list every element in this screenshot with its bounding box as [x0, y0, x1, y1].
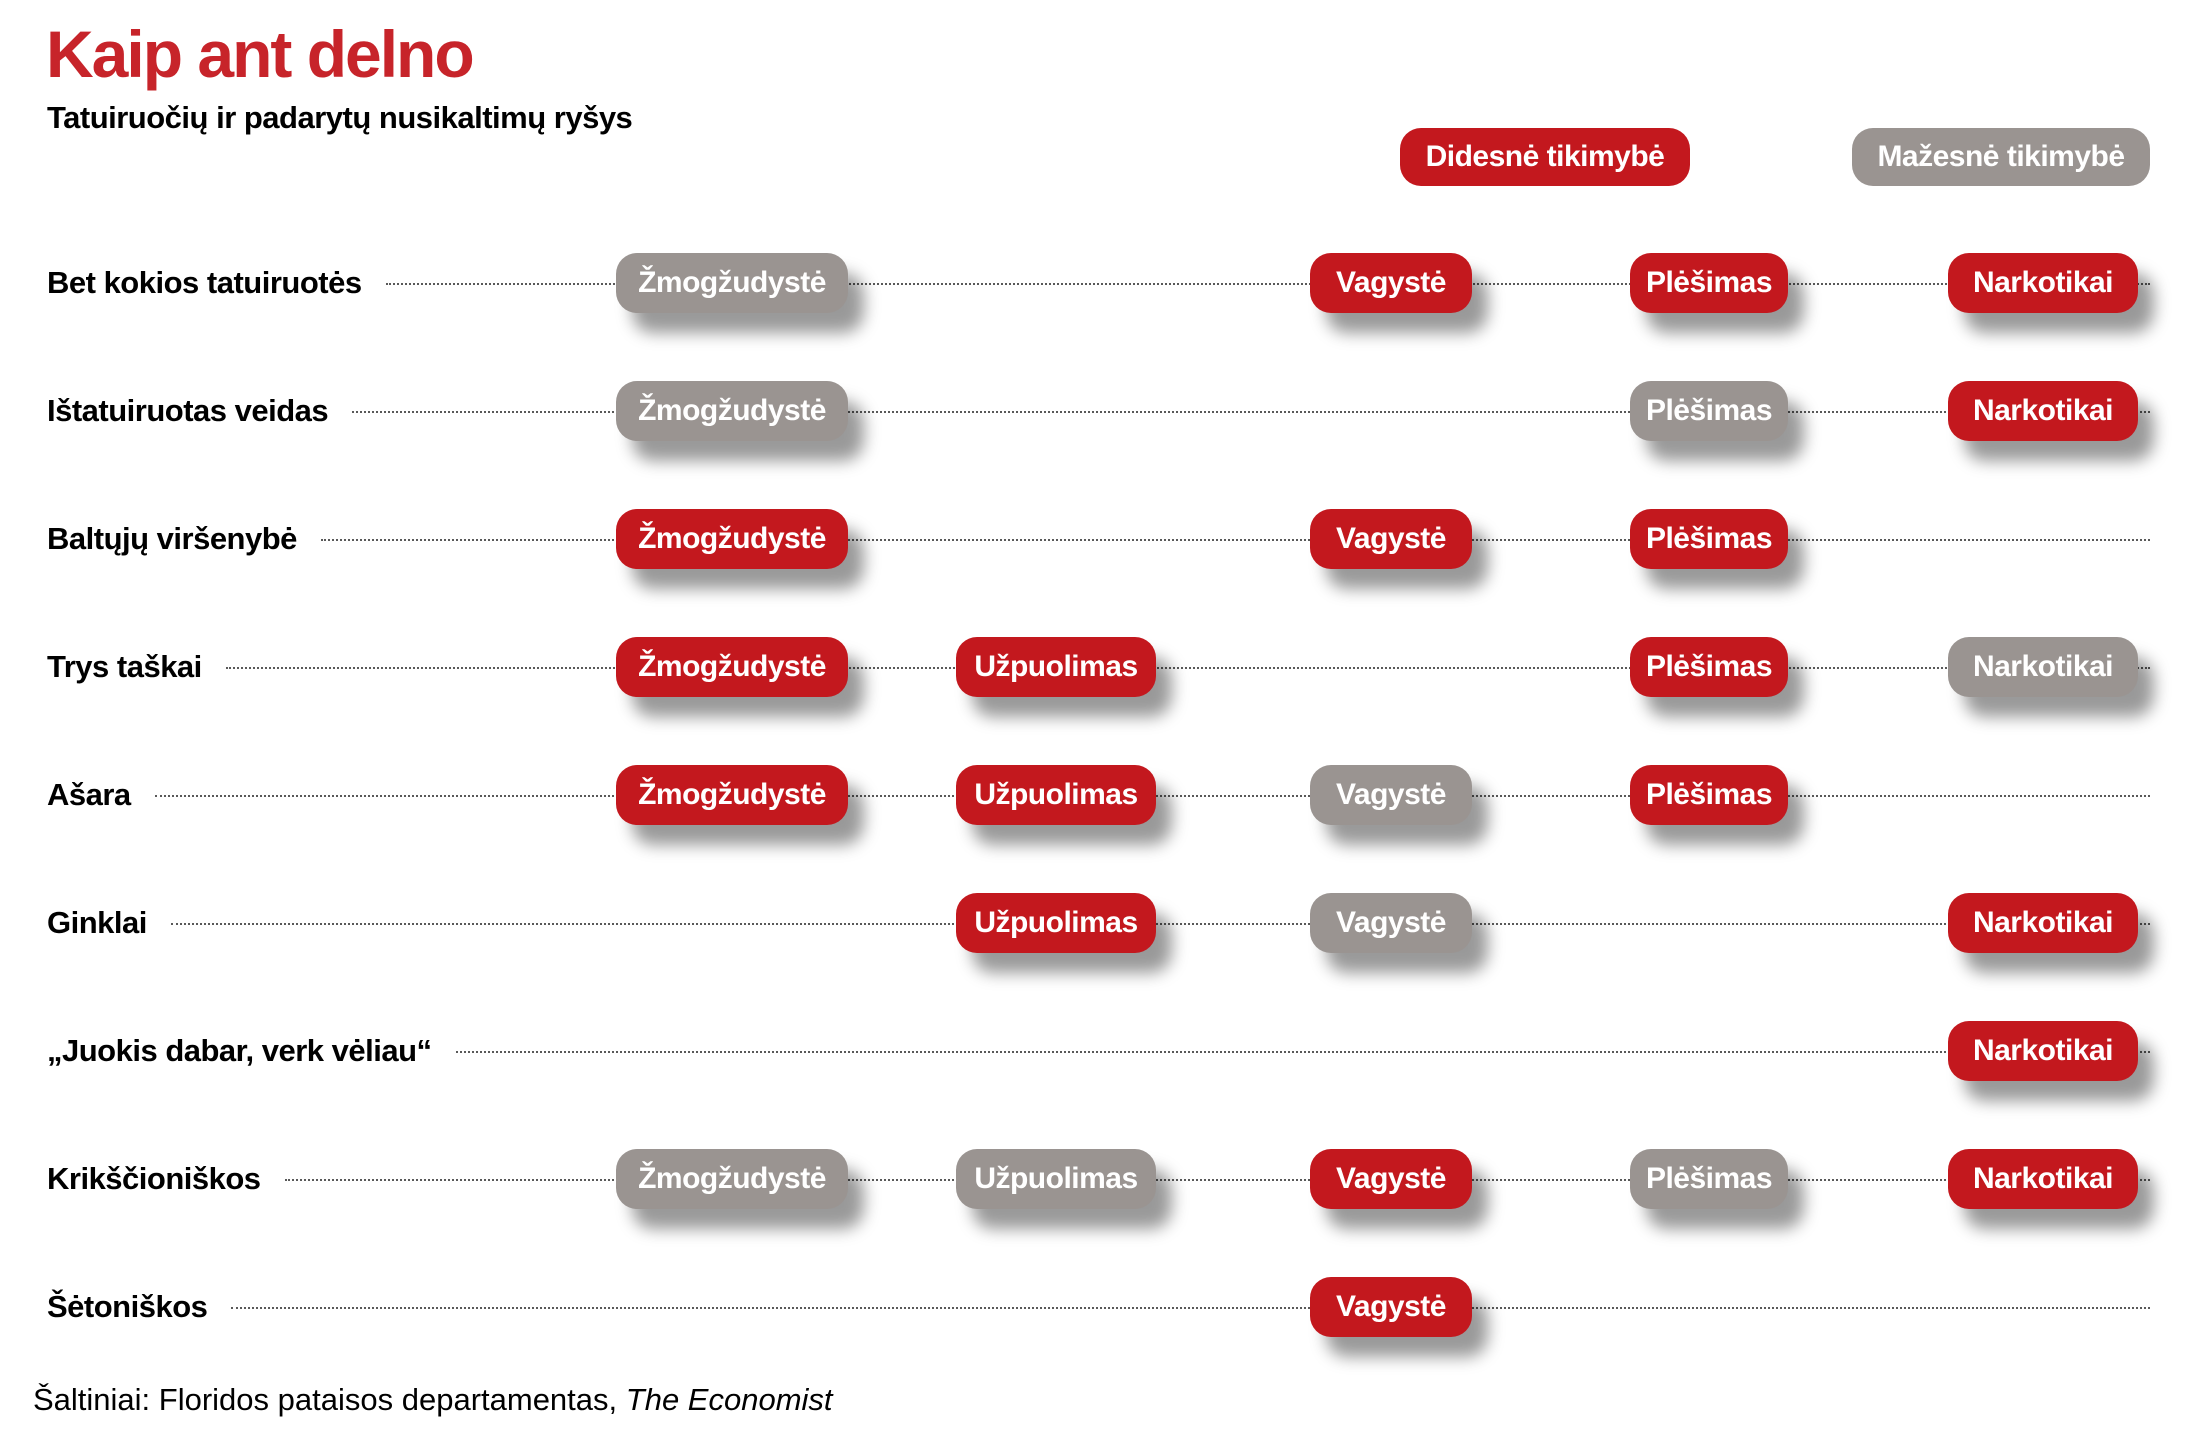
row-label: Ašara: [47, 777, 131, 812]
crime-pill: Vagystė: [1310, 893, 1472, 953]
crime-pill: Žmogžudystė: [616, 509, 848, 569]
leader-line: [284, 1179, 2150, 1181]
crime-pill: Užpuolimas: [956, 893, 1156, 953]
crime-pill: Žmogžudystė: [616, 1149, 848, 1209]
row-label: Ištatuiruotas veidas: [47, 393, 329, 428]
crime-pill: Žmogžudystė: [616, 253, 848, 313]
row-label: Šėtoniškos: [47, 1289, 208, 1324]
crime-pill: Vagystė: [1310, 509, 1472, 569]
crime-pill: Narkotikai: [1948, 1149, 2138, 1209]
row-label: Baltųjų viršenybė: [47, 521, 297, 556]
chart-row: Ištatuiruotas veidas Žmogžudystė Plėšimas N…: [47, 378, 2150, 444]
leader-line: [352, 411, 2150, 413]
row-label: „Juokis dabar, verk vėliau“: [47, 1033, 432, 1068]
crime-pill: Plėšimas: [1630, 765, 1788, 825]
crime-pill: Žmogžudystė: [616, 381, 848, 441]
crime-pill: Plėšimas: [1630, 381, 1788, 441]
leader-line: [455, 1051, 2150, 1053]
crime-pill: Plėšimas: [1630, 509, 1788, 569]
source-text: Šaltiniai: Floridos pataisos departament…: [33, 1382, 626, 1417]
chart-row: Šėtoniškos Vagystė: [47, 1274, 2150, 1340]
chart-row: „Juokis dabar, verk vėliau“ Narkotikai: [47, 1018, 2150, 1084]
crime-pill: Plėšimas: [1630, 253, 1788, 313]
crime-pill: Vagystė: [1310, 1277, 1472, 1337]
row-label: Ginklai: [47, 905, 147, 940]
leader-line: [231, 1307, 2150, 1309]
crime-pill: Narkotikai: [1948, 253, 2138, 313]
row-label: Krikščioniškos: [47, 1161, 261, 1196]
crime-pill: Narkotikai: [1948, 637, 2138, 697]
crime-pill: Vagystė: [1310, 1149, 1472, 1209]
row-label: Trys taškai: [47, 649, 202, 684]
crime-pill: Vagystė: [1310, 253, 1472, 313]
leader-line: [320, 539, 2150, 541]
crime-pill: Plėšimas: [1630, 637, 1788, 697]
crime-pill: Užpuolimas: [956, 637, 1156, 697]
chart-row: Baltųjų viršenybė Žmogžudystė Vagystė Plėši…: [47, 506, 2150, 572]
chart-row: Trys taškai Žmogžudystė Užpuolimas Plėšimas…: [47, 634, 2150, 700]
leader-line: [225, 667, 2150, 669]
crime-pill: Narkotikai: [1948, 381, 2138, 441]
crime-pill: Vagystė: [1310, 765, 1472, 825]
page-title: Kaip ant delno: [46, 17, 475, 91]
leader-line: [170, 923, 2150, 925]
legend-lower-probability: Mažesnė tikimybė: [1852, 128, 2150, 186]
crime-pill: Užpuolimas: [956, 1149, 1156, 1209]
chart-row: Ginklai Užpuolimas Vagystė Narkotikai: [47, 890, 2150, 956]
source-note: Šaltiniai: Floridos pataisos departament…: [33, 1382, 833, 1418]
source-publisher: The Economist: [625, 1382, 833, 1417]
crime-pill: Žmogžudystė: [616, 765, 848, 825]
chart-row: Ašara Žmogžudystė Užpuolimas Vagystė Plėšima…: [47, 762, 2150, 828]
crime-pill: Užpuolimas: [956, 765, 1156, 825]
crime-pill: Narkotikai: [1948, 893, 2138, 953]
crime-pill: Narkotikai: [1948, 1021, 2138, 1081]
crime-pill: Plėšimas: [1630, 1149, 1788, 1209]
legend-higher-probability: Didesnė tikimybė: [1400, 128, 1690, 186]
leader-line: [385, 283, 2150, 285]
row-label: Bet kokios tatuiruotės: [47, 265, 362, 300]
crime-pill: Žmogžudystė: [616, 637, 848, 697]
chart-row: Krikščioniškos Žmogžudystė Užpuolimas Vagys…: [47, 1146, 2150, 1212]
page-subtitle: Tatuiruočių ir padarytų nusikaltimų ryšy…: [47, 100, 633, 135]
chart-row: Bet kokios tatuiruotės Žmogžudystė Vagystė…: [47, 250, 2150, 316]
